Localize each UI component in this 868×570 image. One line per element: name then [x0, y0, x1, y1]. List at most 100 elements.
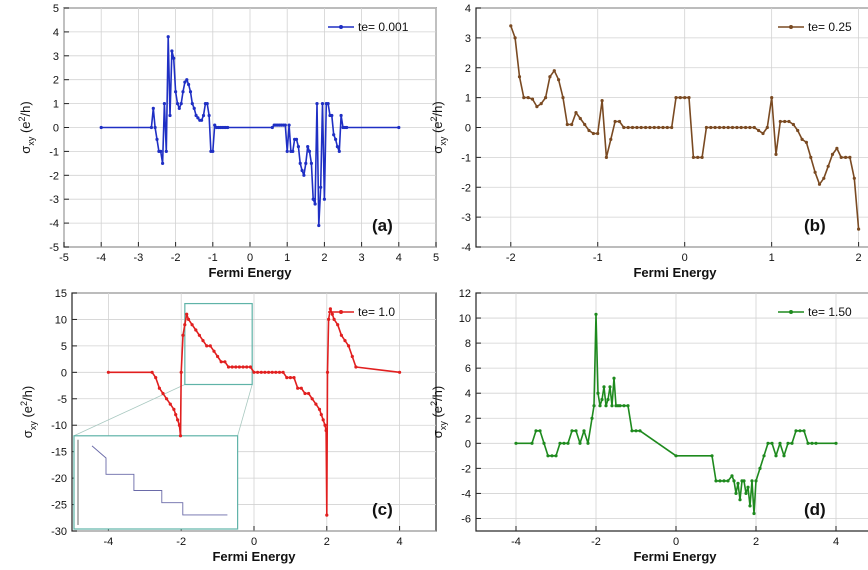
data-point: [205, 344, 209, 348]
y-tick-label: -15: [51, 447, 67, 459]
data-point: [299, 386, 303, 390]
legend-marker: [789, 25, 793, 29]
data-point: [327, 317, 331, 321]
inset-connector: [237, 384, 253, 436]
x-tick-label: 2: [324, 536, 330, 548]
data-point: [99, 125, 103, 130]
data-point: [700, 155, 704, 159]
data-point: [765, 125, 769, 130]
zoom-region-box: [184, 302, 253, 386]
data-point: [212, 349, 216, 353]
data-point: [754, 479, 758, 483]
y-label-sub: xy: [28, 421, 38, 431]
data-point: [583, 122, 587, 127]
data-point: [557, 78, 561, 82]
y-tick-label: 3: [53, 51, 59, 63]
data-point: [561, 96, 565, 100]
data-point: [288, 376, 292, 380]
data-point: [398, 370, 402, 374]
y-tick-label: 1: [465, 93, 471, 105]
data-point: [732, 479, 736, 483]
data-point: [513, 36, 517, 40]
y-tick-label: -10: [51, 420, 67, 432]
data-point: [185, 78, 189, 82]
data-point: [734, 491, 738, 495]
data-point: [179, 370, 183, 374]
data-point: [192, 106, 196, 110]
y-tick-label: -2: [461, 182, 471, 194]
y-tick-label: 0: [61, 367, 67, 379]
data-point: [657, 125, 661, 130]
y-tick-label: 10: [55, 314, 67, 326]
data-point: [591, 131, 596, 136]
data-point: [722, 479, 726, 483]
data-point: [190, 102, 194, 106]
data-point: [509, 24, 513, 28]
y-label-sup: 2: [429, 116, 439, 121]
data-point: [517, 75, 522, 79]
x-tick-label: 2: [321, 252, 327, 264]
data-point: [778, 119, 782, 124]
data-point: [674, 454, 678, 458]
data-point: [608, 385, 612, 389]
data-point: [782, 454, 786, 458]
x-axis-label: Fermi Energy: [633, 265, 717, 280]
series-b: [509, 24, 861, 231]
y-label-unit-a: (e: [20, 406, 35, 421]
data-point: [307, 149, 312, 153]
data-point: [319, 413, 323, 417]
y-label-unit-b: /h): [20, 386, 35, 401]
y-tick-label: 10: [459, 313, 471, 325]
data-point: [622, 404, 626, 408]
data-point: [281, 370, 285, 374]
data-point: [302, 173, 306, 177]
y-label-sigma: σ: [20, 430, 35, 438]
data-point: [790, 441, 794, 445]
data-point: [303, 391, 307, 396]
y-tick-label: -30: [51, 526, 67, 538]
data-point: [813, 170, 817, 174]
y-axis-label: σxy (e2/h): [17, 101, 36, 153]
y-tick-label: 3: [465, 33, 471, 45]
x-axis-label: Fermi Energy: [212, 549, 296, 564]
data-point: [248, 365, 252, 369]
series-d: [514, 312, 838, 516]
data-point: [332, 133, 336, 137]
data-point: [157, 386, 161, 390]
data-point: [339, 333, 343, 337]
data-point: [691, 155, 696, 159]
y-label-sub: xy: [26, 136, 36, 146]
data-point: [397, 125, 401, 130]
data-point: [770, 96, 774, 100]
data-point: [161, 161, 165, 165]
data-point: [613, 119, 617, 124]
data-point: [185, 312, 189, 316]
series-c: [106, 307, 402, 517]
data-point: [287, 123, 291, 127]
data-point: [306, 145, 310, 149]
data-point: [652, 125, 656, 130]
y-tick-label: -3: [461, 212, 471, 224]
data-point: [325, 370, 330, 374]
data-point: [241, 365, 245, 369]
data-point: [722, 125, 726, 130]
data-point: [810, 441, 814, 445]
data-point: [174, 413, 178, 417]
y-label-sigma: σ: [430, 146, 445, 154]
data-point: [806, 441, 810, 445]
x-axis-label: Fermi Energy: [633, 549, 717, 564]
data-point: [208, 344, 212, 348]
data-point: [752, 511, 756, 516]
data-point: [730, 474, 734, 478]
data-point: [256, 370, 260, 374]
data-point: [335, 145, 339, 149]
data-point: [791, 122, 796, 127]
data-point: [630, 125, 635, 130]
data-point: [274, 370, 278, 374]
data-point: [683, 96, 687, 100]
data-point: [774, 152, 778, 156]
y-label-sigma: σ: [430, 430, 445, 438]
data-point: [604, 155, 609, 159]
y-tick-label: 6: [465, 363, 471, 375]
